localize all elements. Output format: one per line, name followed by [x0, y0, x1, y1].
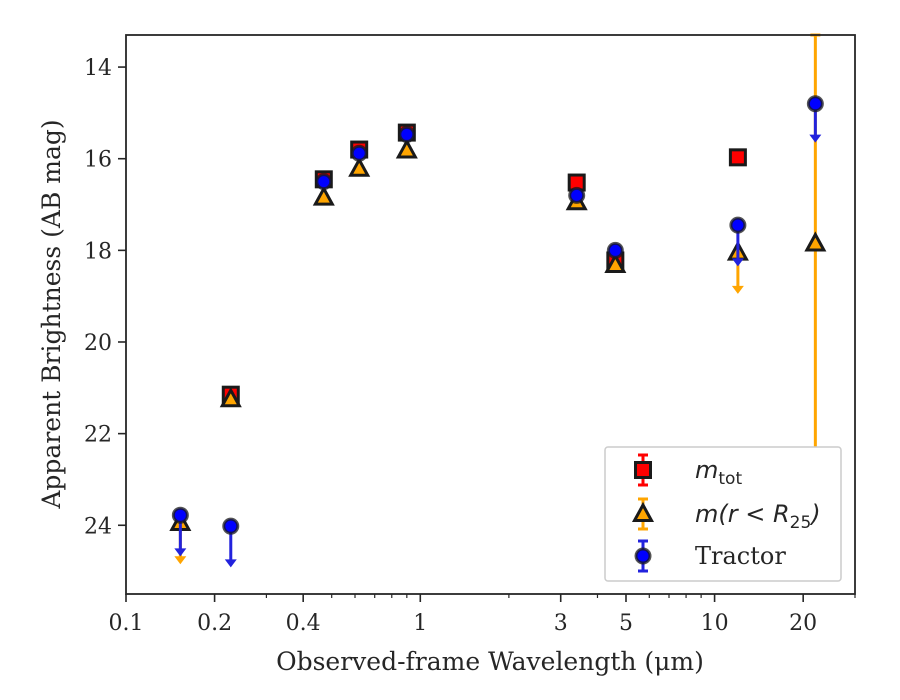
upper-limit-arrow [174, 548, 187, 557]
upper-limit-arrow [224, 559, 237, 568]
y-axis: 14 16 18 20 22 24 [84, 56, 126, 539]
data-point [729, 216, 747, 234]
x-tick-label: 0.2 [197, 611, 232, 636]
x-tick-label: 0.1 [109, 611, 144, 636]
data-point [312, 185, 335, 206]
data-point [606, 241, 624, 259]
y-axis-label: Apparent Brightness (AB mag) [37, 119, 66, 509]
y-tick-label: 20 [84, 331, 112, 356]
upper-limit-arrow [731, 258, 744, 267]
plot-frame [125, 34, 856, 595]
y-tick-label: 22 [84, 423, 112, 448]
y-tick-label: 18 [84, 239, 112, 264]
y-tick-label: 24 [84, 514, 112, 539]
x-tick-label: 10 [701, 611, 729, 636]
series-tractor [171, 95, 824, 568]
legend: mtot m(r < R25) Tractor [604, 446, 842, 582]
legend-marker [634, 461, 652, 479]
x-tick-label: 20 [789, 611, 817, 636]
x-tick-label: 0.4 [286, 611, 321, 636]
data-point [728, 148, 747, 167]
x-tick-label: 3 [554, 611, 568, 636]
x-axis-label: Observed-frame Wavelength (μm) [276, 647, 704, 676]
data-point [222, 517, 240, 535]
legend-marker [634, 547, 652, 565]
legend-box [604, 446, 842, 582]
data-point [219, 387, 242, 408]
data-point [171, 506, 189, 524]
x-axis: 0.1 0.2 0.4 1 3 5 10 20 [109, 594, 856, 636]
upper-limit-arrow [174, 556, 187, 565]
y-tick-label: 16 [84, 148, 112, 173]
data-point [398, 125, 416, 143]
data-point [348, 156, 371, 177]
data-point [315, 173, 333, 191]
upper-limit-arrow [809, 134, 822, 143]
chart-marks [169, 33, 827, 568]
x-tick-label: 5 [619, 611, 633, 636]
y-tick-label: 14 [84, 56, 112, 81]
data-point [350, 144, 368, 162]
legend-label: m(r < R25) [695, 500, 821, 533]
data-point [568, 186, 586, 204]
data-point [395, 138, 418, 159]
legend-label: mtot [695, 456, 742, 489]
legend-marker [631, 501, 655, 522]
data-point [806, 95, 824, 113]
x-tick-label: 1 [413, 611, 427, 636]
legend-label: Tractor [695, 542, 786, 570]
upper-limit-arrow [731, 285, 744, 294]
data-point [804, 231, 827, 252]
data-point [604, 252, 627, 274]
